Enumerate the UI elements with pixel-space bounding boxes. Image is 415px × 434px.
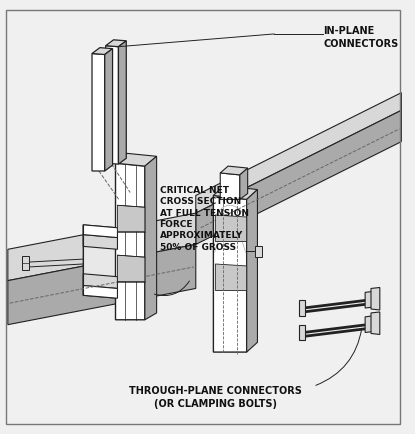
- Polygon shape: [83, 225, 117, 298]
- Polygon shape: [298, 325, 305, 340]
- Polygon shape: [213, 186, 257, 199]
- Polygon shape: [220, 173, 240, 199]
- Polygon shape: [365, 316, 373, 332]
- Polygon shape: [215, 264, 247, 290]
- Text: CRITICAL NET
CROSS SECTION
AT FULL TENSION
FORCE
APPROXIMATELY
50% OF GROSS: CRITICAL NET CROSS SECTION AT FULL TENSI…: [159, 186, 249, 252]
- Polygon shape: [215, 215, 247, 241]
- Polygon shape: [106, 46, 118, 164]
- Polygon shape: [92, 53, 105, 171]
- Polygon shape: [196, 110, 401, 244]
- Polygon shape: [371, 312, 380, 335]
- Polygon shape: [83, 286, 117, 298]
- Polygon shape: [92, 48, 112, 55]
- Polygon shape: [254, 247, 262, 257]
- Polygon shape: [365, 291, 373, 308]
- Polygon shape: [145, 156, 156, 320]
- Polygon shape: [247, 190, 257, 352]
- Polygon shape: [8, 244, 196, 325]
- Polygon shape: [115, 153, 156, 166]
- Polygon shape: [213, 195, 247, 352]
- Polygon shape: [83, 235, 117, 249]
- Polygon shape: [117, 205, 145, 232]
- Polygon shape: [220, 166, 248, 175]
- Polygon shape: [298, 300, 305, 316]
- Polygon shape: [196, 93, 401, 213]
- Polygon shape: [105, 49, 112, 171]
- Text: THROUGH-PLANE CONNECTORS
(OR CLAMPING BOLTS): THROUGH-PLANE CONNECTORS (OR CLAMPING BO…: [129, 386, 302, 409]
- Polygon shape: [240, 168, 248, 199]
- Polygon shape: [118, 41, 126, 164]
- Polygon shape: [22, 256, 29, 270]
- Polygon shape: [83, 225, 117, 237]
- Polygon shape: [371, 287, 380, 310]
- Polygon shape: [83, 274, 117, 289]
- Polygon shape: [106, 40, 126, 47]
- FancyArrowPatch shape: [316, 329, 362, 385]
- FancyArrowPatch shape: [154, 281, 189, 296]
- Text: IN-PLANE
CONNECTORS: IN-PLANE CONNECTORS: [323, 26, 398, 49]
- Polygon shape: [115, 163, 145, 320]
- Polygon shape: [8, 213, 196, 281]
- Polygon shape: [117, 255, 145, 282]
